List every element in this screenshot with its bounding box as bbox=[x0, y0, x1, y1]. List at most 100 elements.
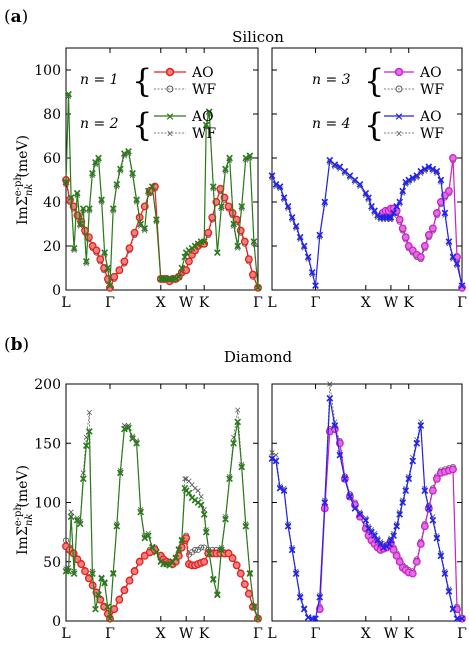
x-tick-label: L bbox=[267, 295, 276, 311]
data-point bbox=[246, 570, 254, 577]
data-point bbox=[240, 580, 249, 589]
data-point bbox=[70, 244, 78, 252]
data-point bbox=[284, 203, 292, 210]
data-point bbox=[95, 591, 102, 599]
data-point bbox=[398, 224, 407, 233]
data-point bbox=[175, 273, 183, 281]
legend-n1-label: n = 1 bbox=[80, 72, 119, 88]
data-point bbox=[200, 510, 208, 518]
series-n-3-wf bbox=[379, 157, 465, 291]
data-point bbox=[336, 163, 344, 171]
ylabel-top: ImΣe-phnk(meV) bbox=[13, 135, 35, 225]
data-point bbox=[341, 167, 349, 175]
data-point bbox=[98, 574, 105, 582]
data-point bbox=[432, 209, 441, 217]
data-point bbox=[172, 554, 180, 562]
data-point bbox=[106, 615, 114, 622]
data-point bbox=[413, 439, 421, 447]
data-point bbox=[110, 605, 119, 614]
x-tick-label: W bbox=[384, 295, 399, 311]
data-point bbox=[76, 520, 84, 528]
data-point bbox=[121, 150, 128, 157]
data-point bbox=[421, 165, 429, 173]
data-point bbox=[84, 574, 93, 583]
legend-n3-wf-marker bbox=[395, 85, 403, 93]
data-point bbox=[244, 589, 253, 598]
data-point bbox=[200, 238, 208, 245]
data-point bbox=[113, 181, 121, 188]
data-point bbox=[133, 439, 140, 447]
x-tick-label: Γ bbox=[457, 295, 467, 311]
data-point bbox=[401, 233, 410, 242]
data-point bbox=[254, 284, 262, 292]
data-point bbox=[238, 463, 246, 471]
series-line bbox=[271, 398, 462, 620]
legend-n1-wf-marker bbox=[166, 85, 174, 93]
data-point bbox=[240, 237, 249, 246]
data-point bbox=[242, 522, 250, 530]
data-point bbox=[116, 469, 124, 477]
data-point bbox=[433, 167, 441, 175]
data-point bbox=[67, 194, 75, 201]
ylabel-bottom: ImΣe-phnk(meV) bbox=[13, 465, 35, 555]
data-point bbox=[230, 220, 237, 228]
data-point bbox=[368, 203, 375, 210]
data-point bbox=[226, 475, 233, 483]
data-point bbox=[296, 233, 304, 241]
plot-frame bbox=[271, 383, 463, 622]
data-point bbox=[92, 159, 99, 166]
data-point bbox=[82, 442, 90, 449]
data-point bbox=[312, 282, 319, 289]
series-n-4-ao bbox=[268, 156, 466, 289]
data-point bbox=[269, 450, 275, 456]
data-point bbox=[236, 569, 245, 578]
data-point bbox=[181, 253, 189, 261]
x-tick-label: Γ bbox=[253, 295, 263, 311]
y-tick-label: 60 bbox=[43, 151, 61, 167]
data-point bbox=[420, 522, 429, 531]
data-point bbox=[248, 270, 257, 279]
legend-n1-wf-label: WF bbox=[192, 82, 216, 98]
data-point bbox=[125, 148, 132, 155]
data-point bbox=[365, 194, 372, 201]
data-point bbox=[120, 257, 129, 266]
data-point bbox=[148, 183, 156, 190]
data-point bbox=[226, 154, 233, 162]
data-point bbox=[192, 485, 198, 491]
data-point bbox=[326, 156, 334, 164]
data-point bbox=[449, 605, 457, 613]
x-tick-label: W bbox=[179, 626, 194, 642]
data-point bbox=[280, 487, 288, 495]
panel-b-title: Diamond bbox=[224, 348, 293, 366]
legend-n3-brace: { bbox=[364, 62, 384, 100]
data-point bbox=[89, 570, 96, 577]
data-point bbox=[445, 238, 453, 245]
data-point bbox=[284, 522, 292, 530]
data-point bbox=[449, 154, 457, 162]
data-point bbox=[351, 505, 359, 512]
data-point bbox=[421, 487, 429, 495]
y-tick-label: 80 bbox=[43, 107, 61, 123]
data-point bbox=[182, 476, 188, 482]
data-point bbox=[70, 570, 78, 577]
data-point bbox=[280, 194, 288, 201]
data-point bbox=[144, 532, 152, 540]
data-point bbox=[420, 242, 429, 250]
legend-n3-ao-marker bbox=[394, 67, 404, 77]
data-point bbox=[96, 255, 105, 264]
data-point bbox=[346, 172, 354, 179]
series-n-1-wf bbox=[63, 179, 261, 291]
data-point bbox=[182, 266, 191, 275]
data-point bbox=[336, 451, 344, 459]
legend-n1-brace: { bbox=[132, 62, 152, 100]
data-point bbox=[242, 154, 250, 162]
y-tick-label: 50 bbox=[43, 555, 61, 571]
x-tick-label: Γ bbox=[253, 626, 263, 642]
legend-n1-ao-marker bbox=[165, 67, 175, 77]
plot-frame bbox=[271, 47, 463, 291]
data-point bbox=[202, 121, 210, 129]
data-point bbox=[425, 505, 433, 512]
data-point bbox=[200, 557, 209, 566]
data-point bbox=[92, 605, 99, 613]
data-point bbox=[416, 540, 425, 548]
